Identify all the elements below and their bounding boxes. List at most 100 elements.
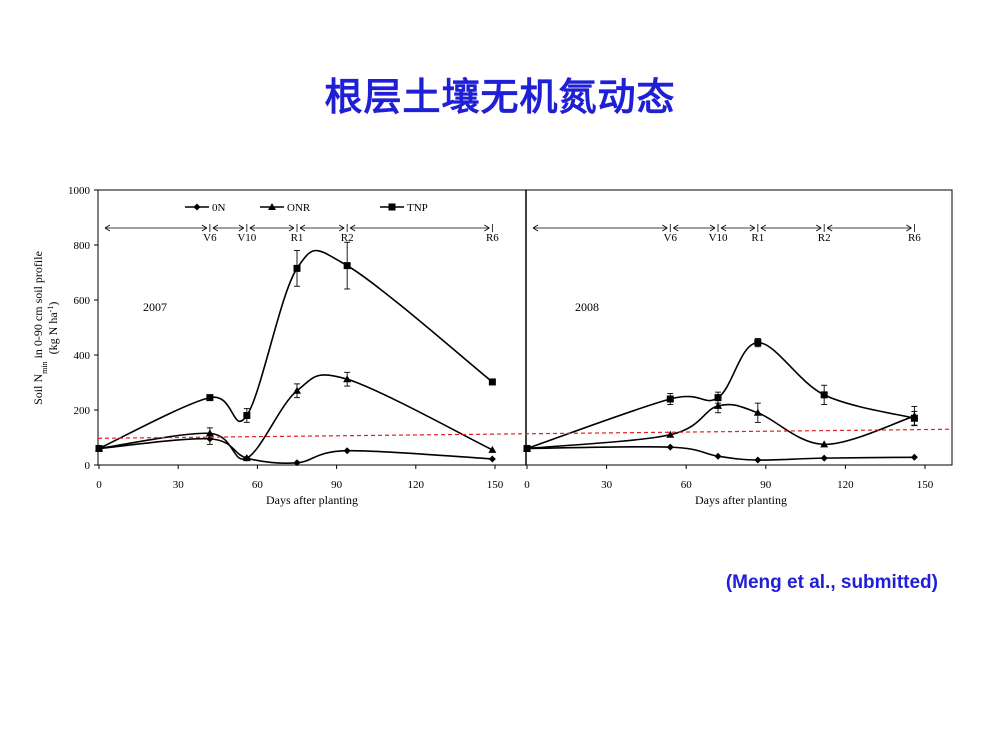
- y-tick-label: 0: [85, 460, 91, 472]
- stage-arrow-head: [815, 224, 822, 232]
- stage-label-r6: R6: [908, 232, 921, 244]
- series-line-onr: [526, 403, 915, 450]
- x-tick-label: 150: [917, 479, 934, 491]
- data-point-tnp: [910, 414, 918, 422]
- stage-arrow-head: [484, 224, 490, 232]
- data-point-onr: [666, 430, 675, 438]
- stage-label-r1: R1: [751, 232, 764, 244]
- stage-arrow-head: [709, 224, 716, 232]
- data-point-tnp: [666, 395, 674, 403]
- series-line-onr: [98, 374, 493, 460]
- x-tick-label: 120: [408, 479, 425, 491]
- data-point-onr: [753, 408, 762, 416]
- stage-arrow-head: [299, 224, 306, 232]
- data-point-onr: [488, 445, 497, 453]
- stage-arrow-head: [826, 224, 833, 232]
- stage-arrow-head: [749, 224, 756, 232]
- legend-marker: [268, 203, 276, 210]
- y-tick-label: 800: [74, 240, 91, 252]
- data-point-tnp: [95, 445, 103, 452]
- legend-marker: [193, 203, 201, 211]
- stage-arrow-head: [238, 224, 245, 232]
- plot-frame: [97, 189, 953, 466]
- data-point-tnp: [206, 394, 214, 402]
- data-point-tnp: [754, 339, 762, 347]
- data-point-0n: [666, 443, 674, 451]
- panel-year-label: 2008: [575, 300, 599, 314]
- series-line-tnp: [526, 341, 915, 450]
- legend-label-tnp: TNP: [407, 202, 428, 214]
- x-tick-label: 60: [681, 479, 693, 491]
- data-point-tnp: [523, 445, 531, 452]
- data-point-onr: [293, 386, 301, 394]
- legend-label-0n: 0N: [212, 202, 226, 214]
- data-point-tnp: [343, 262, 351, 270]
- data-point-onr: [820, 440, 829, 448]
- data-point-onr: [343, 375, 352, 383]
- legend-label-onr: ONR: [287, 202, 311, 214]
- series-line-0n: [526, 445, 915, 461]
- stage-arrow-head: [662, 224, 668, 232]
- stage-arrow-head: [249, 224, 256, 232]
- x-tick-label: 30: [173, 479, 185, 491]
- data-point-tnp: [243, 412, 251, 419]
- x-axis-label: Days after planting: [266, 493, 358, 507]
- data-point-onr: [714, 401, 723, 409]
- data-point-0n: [488, 455, 496, 463]
- reference-line: [97, 428, 953, 439]
- y-tick-label: 600: [74, 295, 91, 307]
- y-axis-label-line2: (kg N ha-1): [46, 302, 61, 355]
- x-tick-label: 60: [252, 479, 264, 491]
- data-point-tnp: [714, 394, 722, 402]
- data-point-0n: [910, 453, 918, 461]
- data-point-0n: [293, 459, 301, 467]
- series-line-tnp: [98, 249, 493, 450]
- data-point-tnp: [293, 264, 301, 272]
- y-axis-label-line1: Soil Nmin in 0-90 cm soil profile: [31, 251, 49, 405]
- y-tick-label: 1000: [68, 185, 91, 197]
- stage-label-v10: V10: [709, 232, 728, 244]
- data-point-tnp: [820, 391, 828, 399]
- stage-label-v10: V10: [237, 232, 256, 244]
- stage-arrow-head: [212, 224, 219, 232]
- stage-label-r6: R6: [486, 232, 499, 244]
- data-point-0n: [754, 456, 762, 464]
- series-line-0n: [98, 437, 493, 464]
- stage-label-r2: R2: [341, 232, 354, 244]
- stage-arrow-head: [906, 224, 912, 232]
- x-tick-label: 120: [837, 479, 854, 491]
- x-tick-label: 0: [524, 479, 530, 491]
- x-tick-label: 0: [96, 479, 102, 491]
- y-tick-label: 400: [74, 350, 91, 362]
- stage-arrow-head: [532, 224, 539, 232]
- stage-arrow-head: [104, 224, 111, 232]
- stage-label-v6: V6: [203, 232, 217, 244]
- legend-marker: [388, 203, 396, 211]
- data-point-onr: [205, 429, 214, 437]
- stage-arrow-head: [338, 224, 345, 232]
- stage-label-r2: R2: [818, 232, 831, 244]
- stage-label-v6: V6: [664, 232, 678, 244]
- x-axis-label: Days after planting: [695, 493, 787, 507]
- x-tick-label: 150: [487, 479, 504, 491]
- panel-year-label: 2007: [143, 300, 167, 314]
- x-tick-label: 90: [331, 479, 343, 491]
- y-tick-label: 200: [74, 405, 91, 417]
- x-tick-label: 30: [601, 479, 613, 491]
- stage-arrow-head: [760, 224, 767, 232]
- slide-title: 根层土壤无机氮动态: [324, 75, 676, 119]
- data-point-0n: [714, 452, 722, 460]
- stage-arrow-head: [720, 224, 727, 232]
- stage-arrow-head: [201, 224, 208, 232]
- data-point-0n: [343, 447, 351, 455]
- stage-arrow-head: [349, 224, 356, 232]
- data-point-onr: [242, 454, 251, 462]
- stage-arrow-head: [673, 224, 679, 232]
- stage-arrow-head: [288, 224, 295, 232]
- x-tick-label: 90: [760, 479, 772, 491]
- data-point-tnp: [488, 378, 496, 386]
- citation-text: (Meng et al., submitted): [725, 572, 938, 593]
- data-point-0n: [820, 454, 828, 462]
- stage-label-r1: R1: [291, 232, 304, 244]
